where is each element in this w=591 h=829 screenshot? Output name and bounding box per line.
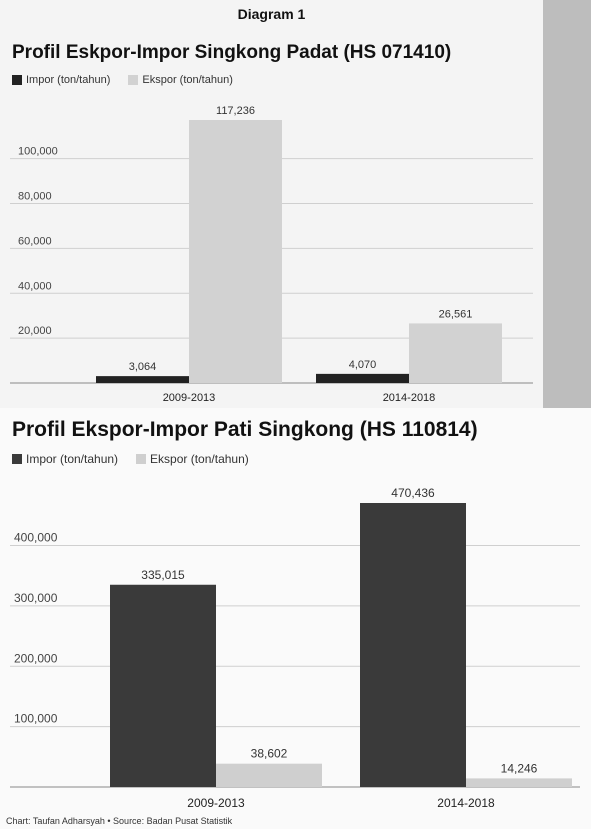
bar-1-impor-1 (316, 373, 409, 383)
bar-1-ekspor-1 (409, 323, 502, 383)
y-tick-label-2: 100,000 (14, 712, 58, 726)
y-tick-label-1: 80,000 (18, 191, 52, 203)
legend-swatch-impor-2 (12, 454, 22, 464)
chart-panel-2: Profil Ekspor-Impor Pati Singkong (HS 11… (0, 408, 591, 829)
legend-swatch-ekspor-1 (128, 75, 139, 85)
legend-1: Impor (ton/tahun) Ekspor (ton/tahun) (12, 74, 233, 86)
chart-plot-2: 100,000 200,000 300,000 400,000 335,015 38,60… (10, 486, 580, 810)
chart-title-1: Profil Eskpor-Impor Singkong Padat (HS 0… (12, 42, 452, 63)
bar-2-ekspor-1 (466, 778, 572, 787)
legend-item-ekspor-1: Ekspor (ton/tahun) (128, 74, 233, 86)
y-tick-label-2: 200,000 (14, 651, 58, 665)
y-tick-label-1: 60,000 (18, 235, 52, 247)
data-label-1-impor-1: 4,070 (349, 359, 377, 371)
legend-item-ekspor-2: Ekspor (ton/tahun) (136, 452, 249, 466)
x-category-label-2-1: 2014-2018 (437, 796, 495, 810)
y-tick-label-1: 40,000 (18, 280, 52, 292)
bar-1-ekspor-0 (189, 120, 282, 383)
diagram-label: Diagram 1 (237, 6, 306, 22)
y-tick-label-1: 100,000 (18, 146, 58, 158)
y-tick-label-2: 300,000 (14, 591, 58, 605)
data-label-1-ekspor-1: 26,561 (439, 308, 473, 320)
legend-swatch-ekspor-2 (136, 454, 147, 464)
y-tick-label-2: 400,000 (14, 531, 58, 545)
bar-2-impor-0 (110, 584, 216, 787)
x-category-label-1-1: 2014-2018 (383, 392, 436, 404)
legend-label-impor-1: Impor (ton/tahun) (26, 74, 111, 86)
chart-source-note: Chart: Taufan Adharsyah • Source: Badan … (6, 816, 233, 826)
legend-2: Impor (ton/tahun) Ekspor (ton/tahun) (12, 452, 249, 466)
data-label-2-impor-0: 335,015 (141, 568, 185, 582)
bar-2-impor-1 (360, 503, 466, 787)
chart-title-2: Profil Ekspor-Impor Pati Singkong (HS 11… (12, 418, 478, 441)
legend-item-impor-2: Impor (ton/tahun) (12, 452, 118, 466)
data-label-2-ekspor-1: 14,246 (501, 761, 538, 775)
x-category-label-1-0: 2009-2013 (163, 392, 216, 404)
data-label-1-ekspor-0: 117,236 (216, 105, 255, 117)
legend-item-impor-1: Impor (ton/tahun) (12, 74, 110, 86)
legend-label-ekspor-2: Ekspor (ton/tahun) (150, 452, 249, 466)
bar-2-ekspor-0 (216, 763, 322, 787)
y-tick-label-1: 20,000 (18, 325, 52, 337)
data-label-1-impor-0: 3,064 (129, 361, 157, 373)
legend-label-impor-2: Impor (ton/tahun) (26, 452, 119, 466)
chart-plot-1: 20,000 40,000 60,000 80,000 100,000 3,064 117,… (10, 105, 533, 404)
data-label-2-ekspor-0: 38,602 (251, 747, 288, 761)
data-label-2-impor-1: 470,436 (391, 486, 435, 500)
chart-panel-1: Diagram 1 Profil Eskpor-Impor Singkong P… (0, 0, 543, 408)
legend-swatch-impor-1 (12, 75, 22, 85)
legend-label-ekspor-1: Ekspor (ton/tahun) (142, 74, 233, 86)
bar-1-impor-0 (96, 376, 189, 383)
x-category-label-2-0: 2009-2013 (187, 796, 245, 810)
